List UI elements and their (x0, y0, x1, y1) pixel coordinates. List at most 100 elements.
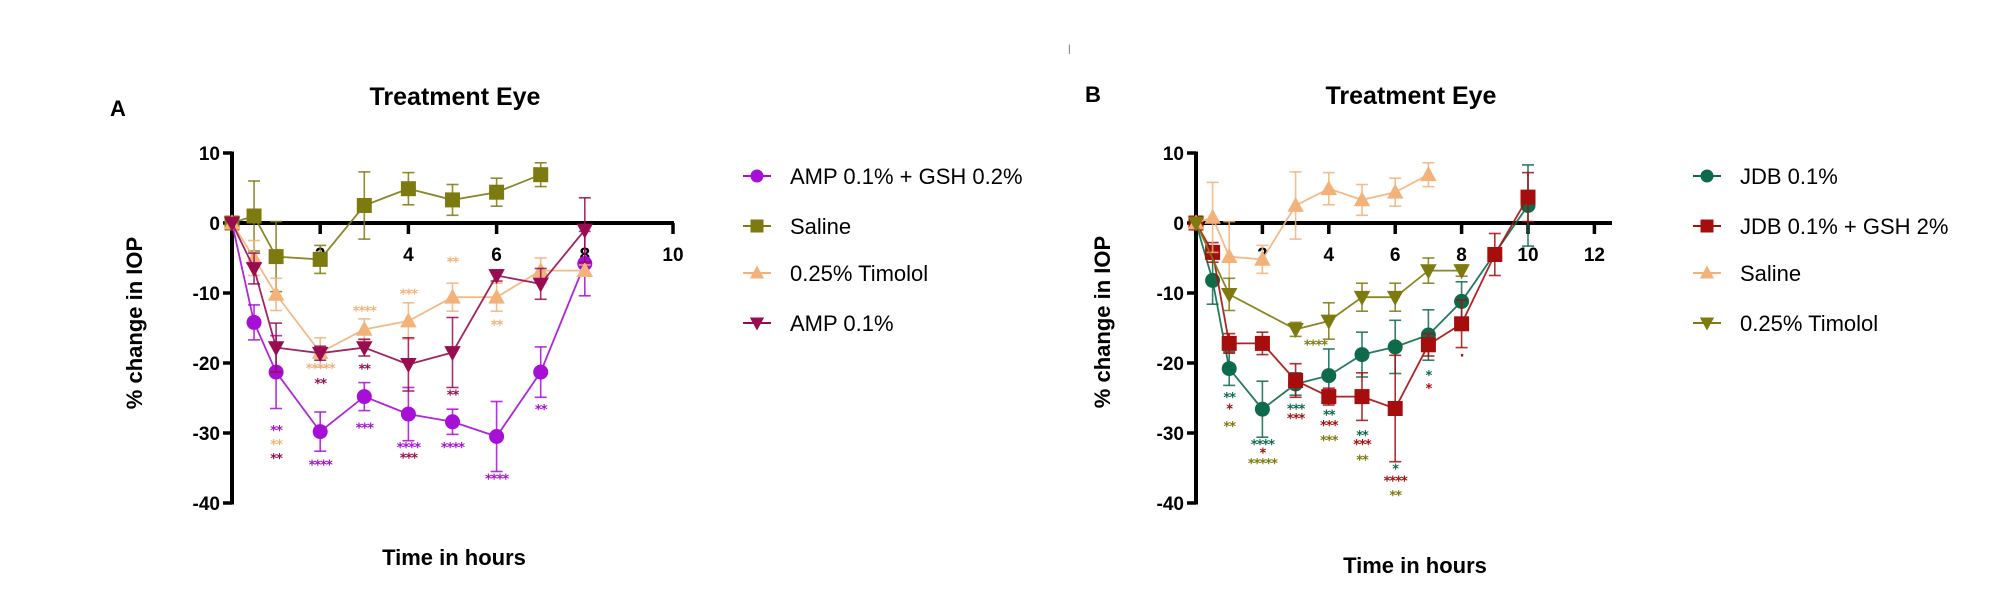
panel-a-data-point (246, 314, 262, 330)
panel-a-data-point (223, 216, 241, 232)
panel-b-significance-label: ** (1323, 409, 1336, 424)
panel-a-significance-label: ** (535, 403, 548, 418)
panel-b-legend-marker-icon (1700, 169, 1714, 183)
panel-a-legend-marker-icon (750, 169, 764, 183)
panel-a-x-axis-title: Time in hours (382, 545, 526, 570)
panel-b-y-tick-label: -10 (1157, 284, 1184, 305)
panel-a-significance-label: **** (397, 441, 421, 456)
panel-b-x-tick-label: 6 (1390, 245, 1401, 266)
stray-mark: | (1068, 44, 1071, 55)
panel-b-y-tick-label: -20 (1157, 354, 1184, 375)
panel-b-plot: ************************* ******** *******… (1187, 162, 1536, 504)
panel-b-x-axis-title: Time in hours (1343, 553, 1487, 578)
panel-a-legend-marker-icon (750, 219, 764, 233)
panel-a-legend-item: AMP 0.1% + GSH 0.2% (743, 164, 1023, 189)
panel-a-data-point (444, 288, 461, 304)
panel-b-data-point (1387, 339, 1403, 355)
panel-b-data-point (1353, 290, 1371, 306)
panel-b: B Treatment Eye % change in IOP Time in … (1085, 82, 1948, 578)
panel-b-data-point (1386, 290, 1404, 306)
panel-a-y-tick-label: -30 (193, 424, 220, 445)
panel-a-legend-label: AMP 0.1% (790, 311, 894, 336)
panel-a-data-point (400, 406, 416, 422)
panel-a-data-point (488, 269, 505, 285)
panel-a-data-point (356, 198, 372, 213)
panel-b-data-point (1420, 337, 1436, 353)
panel-a-data-point (444, 346, 461, 362)
panel-b-data-point (1420, 166, 1437, 182)
panel-a-legend-marker-icon (749, 265, 765, 279)
panel-b-data-point (1420, 264, 1437, 280)
panel-b-legend-marker-icon (1699, 317, 1715, 331)
panel-a-legend-marker-icon (749, 317, 765, 331)
panel-b-significance-label: * (1425, 382, 1432, 397)
panel-b-significance-label: * (1226, 402, 1233, 417)
panel-a-axes: 100-10-20-30-40246810 (193, 144, 684, 515)
panel-a-y-tick-label: -40 (193, 494, 220, 515)
panel-b-data-point (1220, 247, 1238, 263)
panel-a-significance-label: ** (270, 452, 283, 467)
panel-a-data-point (533, 167, 549, 183)
panel-a-significance-label: *** (356, 421, 375, 436)
panel-b-legend-item: JDB 0.1% + GSH 2% (1693, 214, 1948, 239)
panel-a-title: Treatment Eye (370, 83, 541, 111)
panel-b-series-line (1195, 196, 1529, 410)
panel-a-data-point (246, 208, 262, 224)
panel-b-significance-label: *** (1320, 419, 1339, 434)
panel-b-legend: JDB 0.1% JDB 0.1% + GSH 2% Saline 0.25% Tim… (1693, 164, 1948, 336)
panel-a-data-point (245, 262, 263, 278)
panel-a-legend: AMP 0.1% + GSH 0.2% Saline 0.25% Timolol AM… (743, 164, 1023, 336)
panel-b-data-point (1204, 208, 1221, 224)
panel-b-legend-label: 0.25% Timolol (1740, 311, 1878, 336)
panel-a-significance-label: **** (353, 304, 377, 319)
panel-b-legend-label: JDB 0.1% (1740, 164, 1838, 189)
panel-a-data-point (445, 192, 460, 208)
panel-b-data-point (1454, 316, 1470, 332)
panel-b-significance-label: *** (1287, 412, 1306, 427)
panel-b-significance-label: ** (1223, 391, 1236, 406)
panel-a-data-point (576, 261, 594, 277)
panel-b-significance-label: ***** (1248, 457, 1278, 472)
panel-b-letter: B (1085, 82, 1101, 107)
panel-b-significance-label: · (1460, 349, 1464, 364)
panel-b-data-point (1221, 361, 1237, 377)
panel-b-significance-label: *** (1353, 438, 1372, 453)
panel-b-axes: 100-10-20-30-4024681012 (1157, 144, 1612, 515)
panel-a-significance-label: *** (400, 451, 419, 466)
panel-a-data-point (267, 285, 285, 301)
panel-b-data-point (1287, 196, 1304, 212)
panel-b-data-point (1254, 401, 1270, 417)
panel-b-data-point (1220, 288, 1238, 304)
panel-a-series-3 (223, 197, 594, 392)
panel-b-significance-label: ** (1356, 429, 1369, 444)
panel-a-data-point (268, 249, 284, 265)
panel-b-data-point (1387, 401, 1403, 416)
panel-a-data-point (312, 251, 328, 267)
panel-b-title: Treatment Eye (1326, 82, 1497, 110)
panel-b-significance-label: **** (1251, 438, 1275, 453)
panel-b-legend-item: JDB 0.1% (1693, 164, 1838, 189)
panel-a-significance-label: ** (491, 318, 504, 333)
panel-a-significance-label: ** (314, 377, 327, 392)
panel-a-legend-item: Saline (743, 214, 851, 239)
panel-b-significance-label: **** (1304, 339, 1328, 354)
panel-a-data-point (576, 223, 594, 239)
panel-a-plot: ****************************************… (223, 162, 594, 487)
panel-b-series-line (1195, 222, 1462, 331)
panel-a-significance-label: **** (485, 472, 509, 487)
panel-b-data-point (1254, 250, 1271, 266)
panel-a-legend-label: 0.25% Timolol (790, 261, 928, 286)
panel-b-significance-label: **** (1384, 475, 1408, 490)
panel-b-data-point (1386, 183, 1404, 199)
panel-a-y-tick-label: -10 (193, 284, 220, 305)
panel-a-series-0 (224, 215, 593, 473)
panel-a-data-point (400, 312, 417, 328)
panel-b-significance-label: * (1425, 369, 1432, 384)
panel-b-data-point (1453, 264, 1470, 280)
panel-a-data-point (400, 181, 416, 197)
panel-a-x-tick-label: 10 (662, 245, 683, 266)
panel-a-data-point (445, 414, 460, 430)
panel-b-legend-item: 0.25% Timolol (1693, 311, 1878, 336)
panel-a-series-line (231, 222, 586, 366)
panel-b-significance-label: *** (1320, 434, 1339, 449)
